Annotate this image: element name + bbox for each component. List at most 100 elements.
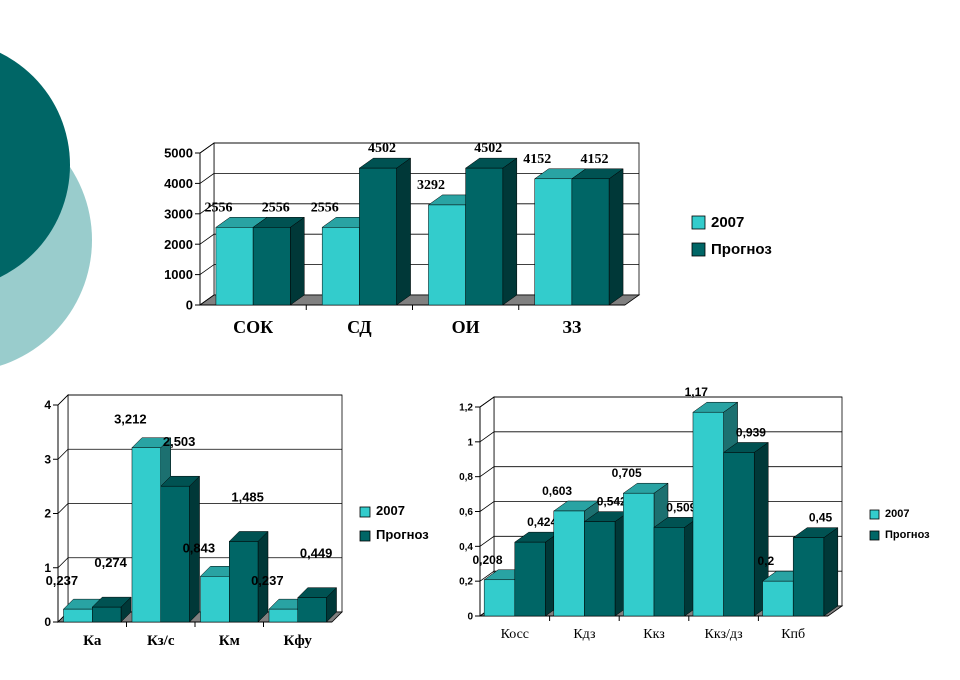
data-label: 2,503	[163, 434, 196, 449]
data-label: 0,424	[527, 515, 557, 529]
bar	[692, 411, 724, 617]
data-label: 2556	[311, 200, 339, 215]
bar	[553, 510, 585, 617]
ratio-chart-right: 0 0,2 0,4 0,6 0,8 1 1,2 0,208 0,424 Косс 0,603 0,54…	[459, 385, 930, 642]
x-category-label: Кпб	[781, 627, 805, 642]
gridline	[57, 503, 342, 514]
bar	[63, 608, 93, 623]
x-category-label: Км	[219, 633, 240, 649]
dark-circle-decoration	[0, 52, 70, 278]
y-tick-label: 4	[44, 398, 51, 412]
data-label: 4502	[474, 141, 502, 156]
gridline	[57, 448, 342, 460]
bar	[534, 178, 573, 306]
legend-label: Прогноз	[885, 529, 930, 541]
bar	[571, 178, 610, 306]
bar	[359, 167, 397, 306]
gridline	[57, 394, 342, 406]
x-category-label: Ккз/дз	[704, 627, 743, 642]
x-category-label: СОК	[233, 317, 273, 337]
y-tick-label: 3000	[164, 206, 193, 221]
data-label: 0,843	[183, 540, 216, 555]
x-category-label: Кфу	[284, 633, 313, 649]
y-tick-label: 2	[44, 507, 51, 521]
y-tick-label: 1	[44, 561, 51, 575]
y-tick-label: 0,8	[459, 472, 473, 483]
y-tick-label: 1000	[164, 267, 193, 282]
data-label: 0,237	[46, 573, 79, 588]
data-label: 0,509	[666, 500, 696, 514]
data-label: 2556	[262, 200, 290, 215]
data-label: 0,2	[758, 554, 775, 568]
bar	[160, 485, 190, 623]
data-label: 0,274	[94, 555, 127, 570]
x-category-label: ОИ	[452, 317, 480, 337]
y-tick-label: 1,2	[459, 403, 473, 414]
y-tick-label: 0	[467, 612, 473, 623]
y-tick-label: 4000	[164, 176, 193, 191]
bar	[465, 167, 504, 306]
bar	[584, 521, 616, 617]
data-label: 0,939	[736, 425, 766, 439]
data-label: 0,208	[472, 553, 502, 567]
data-label: 0,237	[251, 573, 284, 588]
data-label: 4502	[368, 141, 396, 156]
x-category-label: ЗЗ	[562, 317, 582, 337]
bar-side	[396, 157, 411, 306]
x-category-label: Ка	[83, 633, 102, 649]
legend-label: 2007	[711, 214, 744, 231]
bar	[200, 576, 230, 623]
legend-swatch	[869, 509, 880, 520]
ratio-chart-left: 0 1 2 3 4 0,237 0,274 Ка 3,212 2,503 Кз/с 0,843 1,48…	[44, 394, 429, 649]
data-label: 0,603	[542, 484, 572, 498]
data-label: 0,705	[612, 466, 642, 480]
side-wall	[199, 142, 215, 306]
legend-label: Прогноз	[711, 241, 772, 258]
bar-side	[608, 168, 624, 306]
y-tick-label: 5000	[164, 146, 193, 161]
main-indicators-chart: 0 1000 2000 3000 4000 5000 2556 2556 СОК 2556 4502…	[164, 141, 772, 337]
bar	[792, 537, 825, 617]
data-label: 4152	[580, 152, 608, 167]
bar	[297, 597, 327, 623]
x-category-label: СД	[347, 317, 372, 337]
y-tick-label: 0,6	[459, 507, 473, 518]
data-label: 0,45	[809, 511, 833, 525]
bar	[215, 227, 254, 306]
x-category-label: Ккз	[643, 627, 665, 642]
y-tick-label: 0,2	[459, 577, 473, 588]
legend-swatch	[691, 215, 706, 230]
bar	[229, 541, 259, 623]
legend-label: 2007	[376, 503, 405, 518]
bar	[762, 580, 794, 617]
bar-side	[823, 527, 839, 617]
x-category-label: Кз/с	[147, 633, 175, 649]
legend-swatch	[359, 530, 371, 542]
data-label: 0,449	[300, 546, 333, 561]
y-tick-label: 1	[467, 437, 473, 448]
bar	[92, 606, 122, 623]
bar	[268, 608, 299, 623]
y-tick-label: 0,4	[459, 542, 473, 553]
bar	[623, 492, 655, 617]
bar	[321, 227, 360, 306]
y-tick-label: 2000	[164, 237, 193, 252]
x-category-label: Косс	[501, 627, 529, 642]
x-category-label: Кдз	[573, 627, 596, 642]
legend-swatch	[869, 530, 880, 541]
bar	[723, 452, 755, 617]
legend-label: Прогноз	[376, 527, 429, 542]
bar-side	[502, 157, 518, 306]
bar	[131, 447, 161, 623]
y-tick-label: 0	[186, 298, 193, 313]
gridline	[479, 396, 842, 408]
y-tick-label: 3	[44, 452, 51, 466]
data-label: 4152	[523, 152, 551, 167]
bar	[514, 541, 546, 617]
y-tick-label: 0	[44, 615, 51, 629]
data-label: 3292	[417, 178, 445, 193]
legend-swatch	[691, 242, 706, 257]
data-label: 0,542	[597, 495, 627, 509]
data-label: 1,485	[231, 489, 264, 504]
